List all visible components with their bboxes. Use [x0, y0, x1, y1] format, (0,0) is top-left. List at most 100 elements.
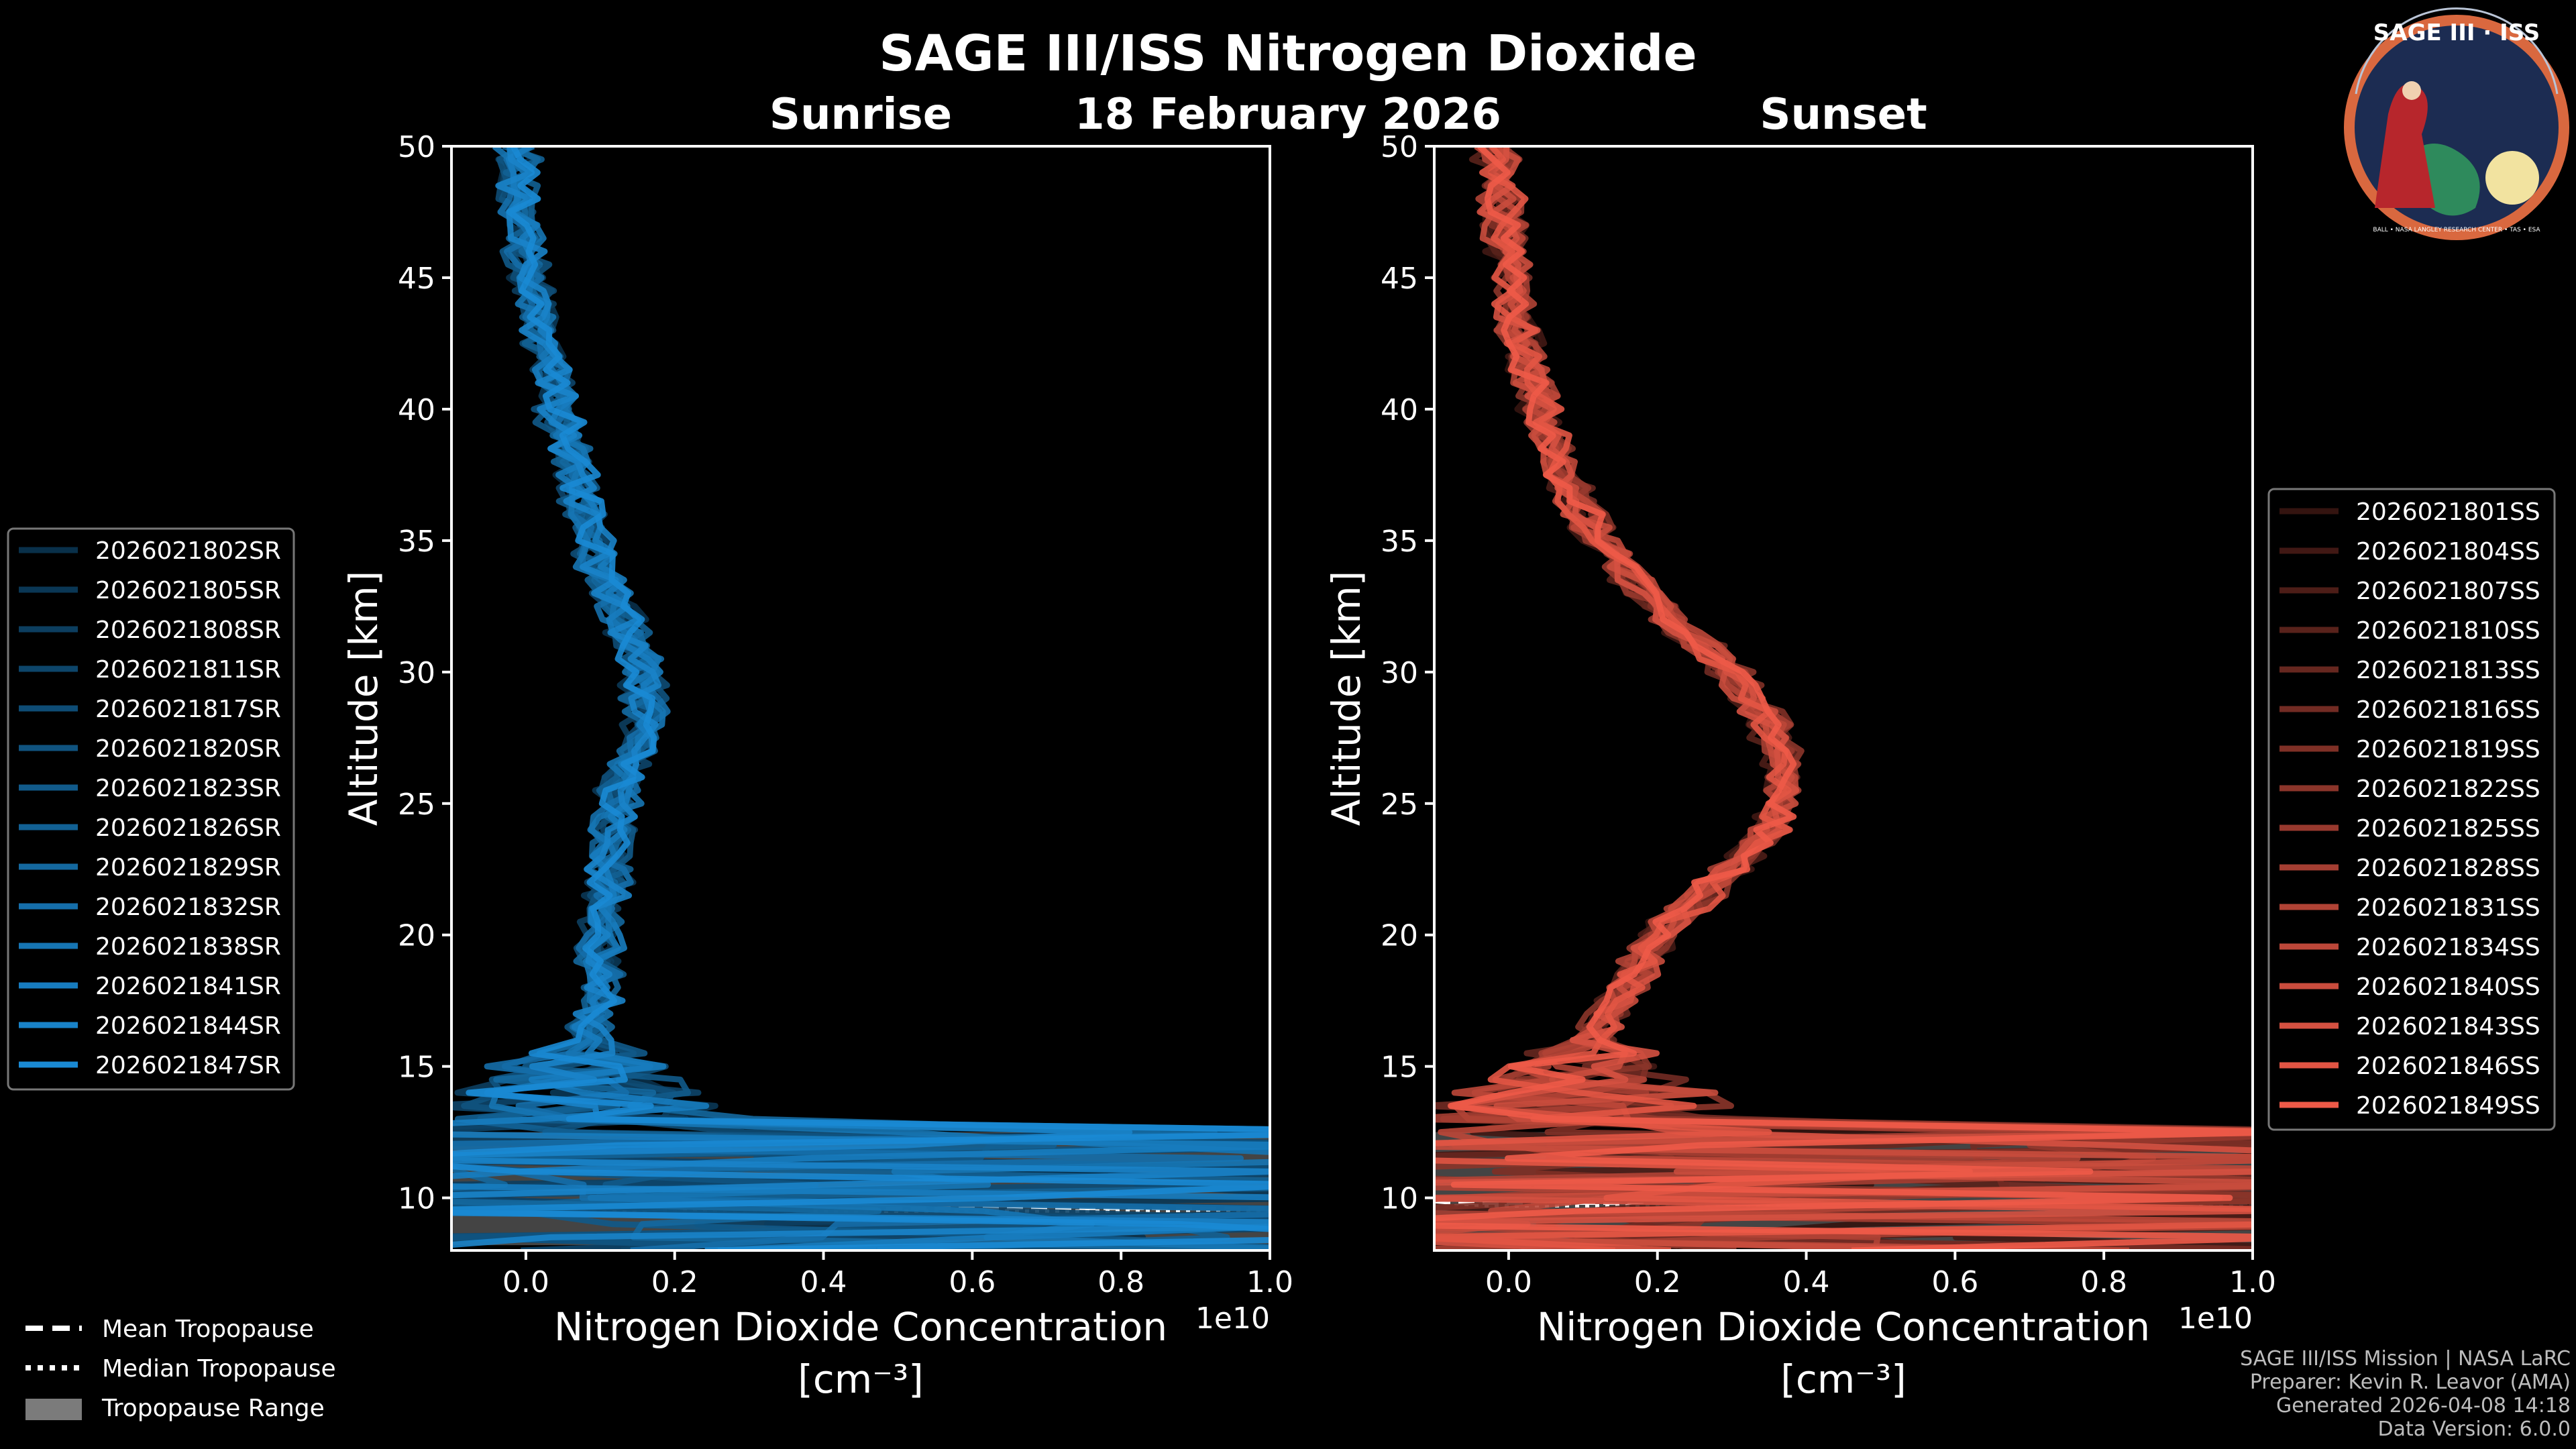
- legend-label-2026021802SR: 2026021802SR: [95, 537, 281, 565]
- legend-label-2026021840SS: 2026021840SS: [2356, 973, 2540, 1001]
- ss-ytick-label: 40: [1381, 393, 1418, 427]
- sunrise-panel: 0.0 0.2 0.4 0.6 0.8 1.0 10 15 20 25 30 35 40 45 50 1e…: [341, 130, 1293, 1402]
- ss-ytick-label: 50: [1381, 130, 1418, 164]
- legend-label-2026021832SR: 2026021832SR: [95, 894, 281, 921]
- legend-label-2026021831SS: 2026021831SS: [2356, 894, 2540, 922]
- sunset-ylabel: Altitude [km]: [1324, 571, 1369, 826]
- sr-ytick-label: 30: [398, 656, 435, 690]
- footer: SAGE III/ISS Mission | NASA LaRC Prepare…: [2240, 1347, 2571, 1441]
- sunset-plot-frame: [1433, 145, 2254, 1252]
- sunset-legend-frame: [2267, 488, 2556, 1131]
- tropopause-legend: Mean Tropopause Median Tropopause Tropop…: [25, 1316, 336, 1422]
- ss-ytick-label: 25: [1381, 788, 1418, 822]
- logo-top-text: SAGE III · ISS: [2373, 19, 2540, 46]
- legend-label-2026021816SS: 2026021816SS: [2356, 696, 2540, 724]
- ss-xtick-label: 0.8: [2080, 1265, 2127, 1299]
- legend-label-2026021826SR: 2026021826SR: [95, 814, 281, 842]
- sunrise-legend-frame: [7, 527, 295, 1091]
- legend-label-2026021817SR: 2026021817SR: [95, 696, 281, 723]
- ss-xtick-label: 0.2: [1634, 1265, 1681, 1299]
- legend-label-2026021808SR: 2026021808SR: [95, 616, 281, 644]
- logo-ring-text: BALL • NASA LANGLEY RESEARCH CENTER • TA…: [2373, 227, 2540, 233]
- profile-2026021847SR: [451, 146, 1270, 1250]
- sunrise-x-scale-label: 1e10: [1195, 1301, 1270, 1336]
- legend-label-2026021825SS: 2026021825SS: [2356, 815, 2540, 843]
- legend-label-2026021846SS: 2026021846SS: [2356, 1053, 2540, 1080]
- ss-ytick-label: 45: [1381, 262, 1418, 296]
- legend-label-2026021822SS: 2026021822SS: [2356, 775, 2540, 803]
- legend-label-2026021828SS: 2026021828SS: [2356, 855, 2540, 882]
- footer-version: Data Version: 6.0.0: [2378, 1417, 2571, 1441]
- legend-label-2026021819SS: 2026021819SS: [2356, 736, 2540, 763]
- legend-label-2026021829SR: 2026021829SR: [95, 854, 281, 881]
- sunset-xlabel: Nitrogen Dioxide Concentration: [1537, 1304, 2150, 1350]
- median-tropopause-label: Median Tropopause: [102, 1355, 336, 1383]
- tropopause-range-label: Tropopause Range: [101, 1395, 325, 1422]
- ss-xtick-label: 0.0: [1485, 1265, 1532, 1299]
- legend-label-2026021843SS: 2026021843SS: [2356, 1013, 2540, 1040]
- legend-label-2026021838SR: 2026021838SR: [95, 933, 281, 961]
- sunrise-legend: 2026021802SR 2026021805SR 2026021808SR 2026…: [7, 527, 295, 1091]
- sunrise-title: Sunrise: [769, 90, 952, 140]
- sunrise-ylabel: Altitude [km]: [341, 571, 386, 826]
- legend-label-2026021807SS: 2026021807SS: [2356, 578, 2540, 605]
- legend-label-2026021849SS: 2026021849SS: [2356, 1092, 2540, 1120]
- sunrise-y-ticks: 10 15 20 25 30 35 40 45 50: [398, 130, 451, 1216]
- sunset-x-ticks: 0.0 0.2 0.4 0.6 0.8 1.0: [1485, 1250, 2276, 1299]
- legend-label-2026021811SR: 2026021811SR: [95, 656, 281, 684]
- ss-xtick-label: 1.0: [2229, 1265, 2276, 1299]
- ss-ytick-label: 20: [1381, 919, 1418, 953]
- sunset-panel: 0.0 0.2 0.4 0.6 0.8 1.0 10 15 20 25 30 35 40 45 50 1e…: [1324, 130, 2276, 1402]
- footer-preparer: Preparer: Kevin R. Leavor (AMA): [2250, 1371, 2571, 1394]
- mean-tropopause-label: Mean Tropopause: [102, 1316, 314, 1343]
- sr-xtick-label: 1.0: [1246, 1265, 1293, 1299]
- sunrise-xunit: [cm⁻³]: [798, 1356, 924, 1402]
- profile-2026021841SR: [451, 146, 1270, 1250]
- sunset-y-ticks: 10 15 20 25 30 35 40 45 50: [1381, 130, 1434, 1216]
- sr-ytick-label: 10: [398, 1182, 435, 1216]
- legend-label-2026021834SS: 2026021834SS: [2356, 934, 2540, 961]
- sr-ytick-label: 45: [398, 262, 435, 296]
- sr-ytick-label: 25: [398, 788, 435, 822]
- sunset-xunit: [cm⁻³]: [1780, 1356, 1907, 1402]
- legend-label-2026021805SR: 2026021805SR: [95, 577, 281, 604]
- sr-xtick-label: 0.8: [1097, 1265, 1144, 1299]
- sunset-title: Sunset: [1760, 90, 1927, 140]
- ss-xtick-label: 0.4: [1783, 1265, 1830, 1299]
- tropopause-range-swatch: [25, 1399, 82, 1420]
- ss-ytick-label: 30: [1381, 656, 1418, 690]
- profile-2026021844SR: [451, 146, 1270, 1248]
- sunset-x-scale-label: 1e10: [2178, 1301, 2253, 1336]
- sr-xtick-label: 0.0: [502, 1265, 549, 1299]
- footer-generated: Generated 2026-04-08 14:18: [2276, 1394, 2571, 1417]
- sr-ytick-label: 50: [398, 130, 435, 164]
- legend-label-2026021810SS: 2026021810SS: [2356, 617, 2540, 645]
- sunrise-plot-background: [451, 146, 1270, 1250]
- sr-ytick-label: 35: [398, 525, 435, 559]
- legend-label-2026021847SR: 2026021847SR: [95, 1052, 281, 1079]
- sr-ytick-label: 20: [398, 919, 435, 953]
- sunset-legend: 2026021801SS 2026021804SS 2026021807SS 2026…: [2267, 488, 2556, 1131]
- figure-date: 18 February 2026: [1075, 90, 1501, 140]
- ss-ytick-label: 10: [1381, 1182, 1418, 1216]
- sunset-profiles: [1434, 146, 2253, 1250]
- footer-mission: SAGE III/ISS Mission | NASA LaRC: [2240, 1347, 2571, 1371]
- sr-ytick-label: 15: [398, 1051, 435, 1085]
- ss-xtick-label: 0.6: [1931, 1265, 1978, 1299]
- legend-label-2026021844SR: 2026021844SR: [95, 1012, 281, 1040]
- profile-2026021849SS: [1434, 146, 2253, 1250]
- legend-label-2026021813SS: 2026021813SS: [2356, 657, 2540, 684]
- legend-label-2026021841SR: 2026021841SR: [95, 973, 281, 1000]
- legend-label-2026021823SR: 2026021823SR: [95, 775, 281, 802]
- sr-xtick-label: 0.6: [949, 1265, 996, 1299]
- sage-iii-iss-logo: SAGE III · ISS BALL • NASA LANGLEY RESEA…: [2344, 7, 2569, 240]
- sr-xtick-label: 0.4: [800, 1265, 847, 1299]
- sunrise-x-ticks: 0.0 0.2 0.4 0.6 0.8 1.0: [502, 1250, 1293, 1299]
- sunrise-xlabel: Nitrogen Dioxide Concentration: [554, 1304, 1167, 1350]
- legend-label-2026021801SS: 2026021801SS: [2356, 498, 2540, 526]
- sr-xtick-label: 0.2: [651, 1265, 698, 1299]
- figure-title: SAGE III/ISS Nitrogen Dioxide: [879, 25, 1697, 83]
- sunrise-plot-frame: [450, 145, 1271, 1252]
- ss-ytick-label: 15: [1381, 1051, 1418, 1085]
